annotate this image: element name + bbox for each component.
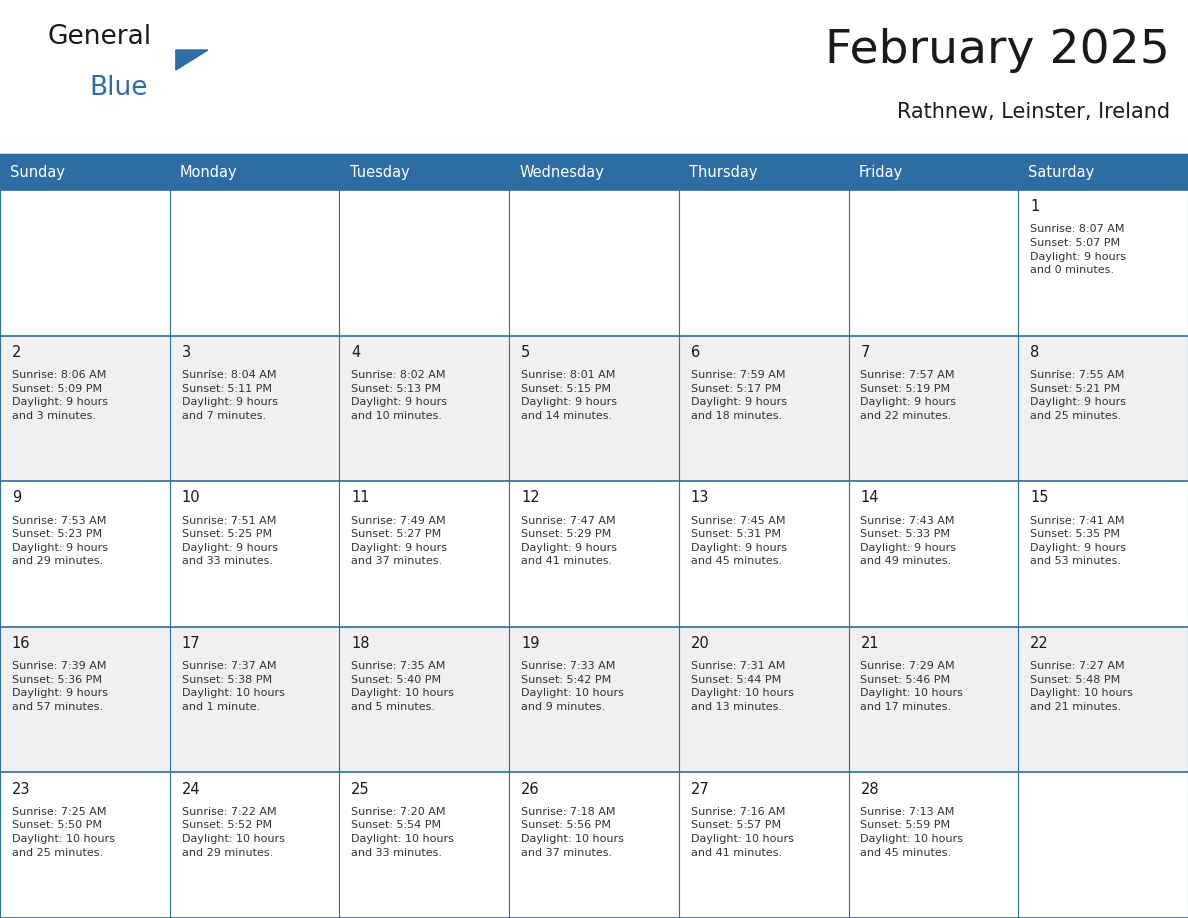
Text: Sunrise: 7:41 AM
Sunset: 5:35 PM
Daylight: 9 hours
and 53 minutes.: Sunrise: 7:41 AM Sunset: 5:35 PM Dayligh… [1030,516,1126,566]
Bar [340,155,510,190]
Text: 4: 4 [352,345,361,360]
Text: Sunrise: 8:02 AM
Sunset: 5:13 PM
Daylight: 9 hours
and 10 minutes.: Sunrise: 8:02 AM Sunset: 5:13 PM Dayligh… [352,370,448,420]
Text: Sunrise: 7:39 AM
Sunset: 5:36 PM
Daylight: 9 hours
and 57 minutes.: Sunrise: 7:39 AM Sunset: 5:36 PM Dayligh… [12,661,108,712]
Text: 25: 25 [352,781,369,797]
Text: 27: 27 [690,781,709,797]
Bar [0,155,170,190]
Text: Blue: Blue [89,75,147,101]
Text: 6: 6 [690,345,700,360]
Text: Sunrise: 7:45 AM
Sunset: 5:31 PM
Daylight: 9 hours
and 45 minutes.: Sunrise: 7:45 AM Sunset: 5:31 PM Dayligh… [690,516,786,566]
Bar [1018,155,1188,190]
Text: 19: 19 [522,636,539,651]
Text: Rathnew, Leinster, Ireland: Rathnew, Leinster, Ireland [897,102,1170,122]
Text: 16: 16 [12,636,31,651]
Text: Sunrise: 7:55 AM
Sunset: 5:21 PM
Daylight: 9 hours
and 25 minutes.: Sunrise: 7:55 AM Sunset: 5:21 PM Dayligh… [1030,370,1126,420]
Text: Sunrise: 7:51 AM
Sunset: 5:25 PM
Daylight: 9 hours
and 33 minutes.: Sunrise: 7:51 AM Sunset: 5:25 PM Dayligh… [182,516,278,566]
Text: 20: 20 [690,636,709,651]
Bar [0,336,1188,481]
Text: 26: 26 [522,781,539,797]
Text: Monday: Monday [179,165,238,180]
Text: 9: 9 [12,490,21,505]
Text: 10: 10 [182,490,201,505]
Bar [0,190,1188,336]
Text: 5: 5 [522,345,530,360]
Bar [0,627,1188,772]
Bar [848,155,1018,190]
Bar [170,155,340,190]
Text: Sunrise: 7:20 AM
Sunset: 5:54 PM
Daylight: 10 hours
and 33 minutes.: Sunrise: 7:20 AM Sunset: 5:54 PM Dayligh… [352,807,454,857]
Text: Sunrise: 7:25 AM
Sunset: 5:50 PM
Daylight: 10 hours
and 25 minutes.: Sunrise: 7:25 AM Sunset: 5:50 PM Dayligh… [12,807,115,857]
Text: Sunrise: 7:18 AM
Sunset: 5:56 PM
Daylight: 10 hours
and 37 minutes.: Sunrise: 7:18 AM Sunset: 5:56 PM Dayligh… [522,807,624,857]
Text: Sunrise: 7:49 AM
Sunset: 5:27 PM
Daylight: 9 hours
and 37 minutes.: Sunrise: 7:49 AM Sunset: 5:27 PM Dayligh… [352,516,448,566]
Text: Sunrise: 8:06 AM
Sunset: 5:09 PM
Daylight: 9 hours
and 3 minutes.: Sunrise: 8:06 AM Sunset: 5:09 PM Dayligh… [12,370,108,420]
Bar [0,772,1188,918]
Text: 24: 24 [182,781,201,797]
Text: Tuesday: Tuesday [349,165,410,180]
Text: Sunrise: 7:13 AM
Sunset: 5:59 PM
Daylight: 10 hours
and 45 minutes.: Sunrise: 7:13 AM Sunset: 5:59 PM Dayligh… [860,807,963,857]
Text: Sunrise: 8:01 AM
Sunset: 5:15 PM
Daylight: 9 hours
and 14 minutes.: Sunrise: 8:01 AM Sunset: 5:15 PM Dayligh… [522,370,617,420]
Text: 8: 8 [1030,345,1040,360]
Text: Sunrise: 7:29 AM
Sunset: 5:46 PM
Daylight: 10 hours
and 17 minutes.: Sunrise: 7:29 AM Sunset: 5:46 PM Dayligh… [860,661,963,712]
Text: 17: 17 [182,636,201,651]
Text: Sunrise: 7:33 AM
Sunset: 5:42 PM
Daylight: 10 hours
and 9 minutes.: Sunrise: 7:33 AM Sunset: 5:42 PM Dayligh… [522,661,624,712]
Text: 2: 2 [12,345,21,360]
Text: 13: 13 [690,490,709,505]
Text: Wednesday: Wednesday [519,165,605,180]
Text: 3: 3 [182,345,191,360]
Text: General: General [48,24,152,50]
Text: 15: 15 [1030,490,1049,505]
Text: Sunrise: 8:04 AM
Sunset: 5:11 PM
Daylight: 9 hours
and 7 minutes.: Sunrise: 8:04 AM Sunset: 5:11 PM Dayligh… [182,370,278,420]
Text: Friday: Friday [859,165,903,180]
Text: 7: 7 [860,345,870,360]
Text: 18: 18 [352,636,369,651]
Bar [0,481,1188,627]
Text: Sunrise: 8:07 AM
Sunset: 5:07 PM
Daylight: 9 hours
and 0 minutes.: Sunrise: 8:07 AM Sunset: 5:07 PM Dayligh… [1030,224,1126,275]
Text: 22: 22 [1030,636,1049,651]
Text: Sunrise: 7:43 AM
Sunset: 5:33 PM
Daylight: 9 hours
and 49 minutes.: Sunrise: 7:43 AM Sunset: 5:33 PM Dayligh… [860,516,956,566]
Text: Thursday: Thursday [689,165,758,180]
Bar [510,155,678,190]
Text: Sunrise: 7:57 AM
Sunset: 5:19 PM
Daylight: 9 hours
and 22 minutes.: Sunrise: 7:57 AM Sunset: 5:19 PM Dayligh… [860,370,956,420]
Text: 23: 23 [12,781,31,797]
Text: February 2025: February 2025 [826,28,1170,73]
Bar [678,155,848,190]
Text: 1: 1 [1030,199,1040,214]
Text: Sunrise: 7:47 AM
Sunset: 5:29 PM
Daylight: 9 hours
and 41 minutes.: Sunrise: 7:47 AM Sunset: 5:29 PM Dayligh… [522,516,617,566]
Text: Sunrise: 7:22 AM
Sunset: 5:52 PM
Daylight: 10 hours
and 29 minutes.: Sunrise: 7:22 AM Sunset: 5:52 PM Dayligh… [182,807,284,857]
Text: Sunday: Sunday [11,165,65,180]
Polygon shape [176,50,208,70]
Text: Saturday: Saturday [1029,165,1094,180]
Text: Sunrise: 7:35 AM
Sunset: 5:40 PM
Daylight: 10 hours
and 5 minutes.: Sunrise: 7:35 AM Sunset: 5:40 PM Dayligh… [352,661,454,712]
Text: Sunrise: 7:16 AM
Sunset: 5:57 PM
Daylight: 10 hours
and 41 minutes.: Sunrise: 7:16 AM Sunset: 5:57 PM Dayligh… [690,807,794,857]
Text: 11: 11 [352,490,369,505]
Text: Sunrise: 7:59 AM
Sunset: 5:17 PM
Daylight: 9 hours
and 18 minutes.: Sunrise: 7:59 AM Sunset: 5:17 PM Dayligh… [690,370,786,420]
Text: Sunrise: 7:37 AM
Sunset: 5:38 PM
Daylight: 10 hours
and 1 minute.: Sunrise: 7:37 AM Sunset: 5:38 PM Dayligh… [182,661,284,712]
Text: Sunrise: 7:53 AM
Sunset: 5:23 PM
Daylight: 9 hours
and 29 minutes.: Sunrise: 7:53 AM Sunset: 5:23 PM Dayligh… [12,516,108,566]
Text: Sunrise: 7:27 AM
Sunset: 5:48 PM
Daylight: 10 hours
and 21 minutes.: Sunrise: 7:27 AM Sunset: 5:48 PM Dayligh… [1030,661,1133,712]
Text: 21: 21 [860,636,879,651]
Text: Sunrise: 7:31 AM
Sunset: 5:44 PM
Daylight: 10 hours
and 13 minutes.: Sunrise: 7:31 AM Sunset: 5:44 PM Dayligh… [690,661,794,712]
Text: 28: 28 [860,781,879,797]
Text: 14: 14 [860,490,879,505]
Text: 12: 12 [522,490,539,505]
